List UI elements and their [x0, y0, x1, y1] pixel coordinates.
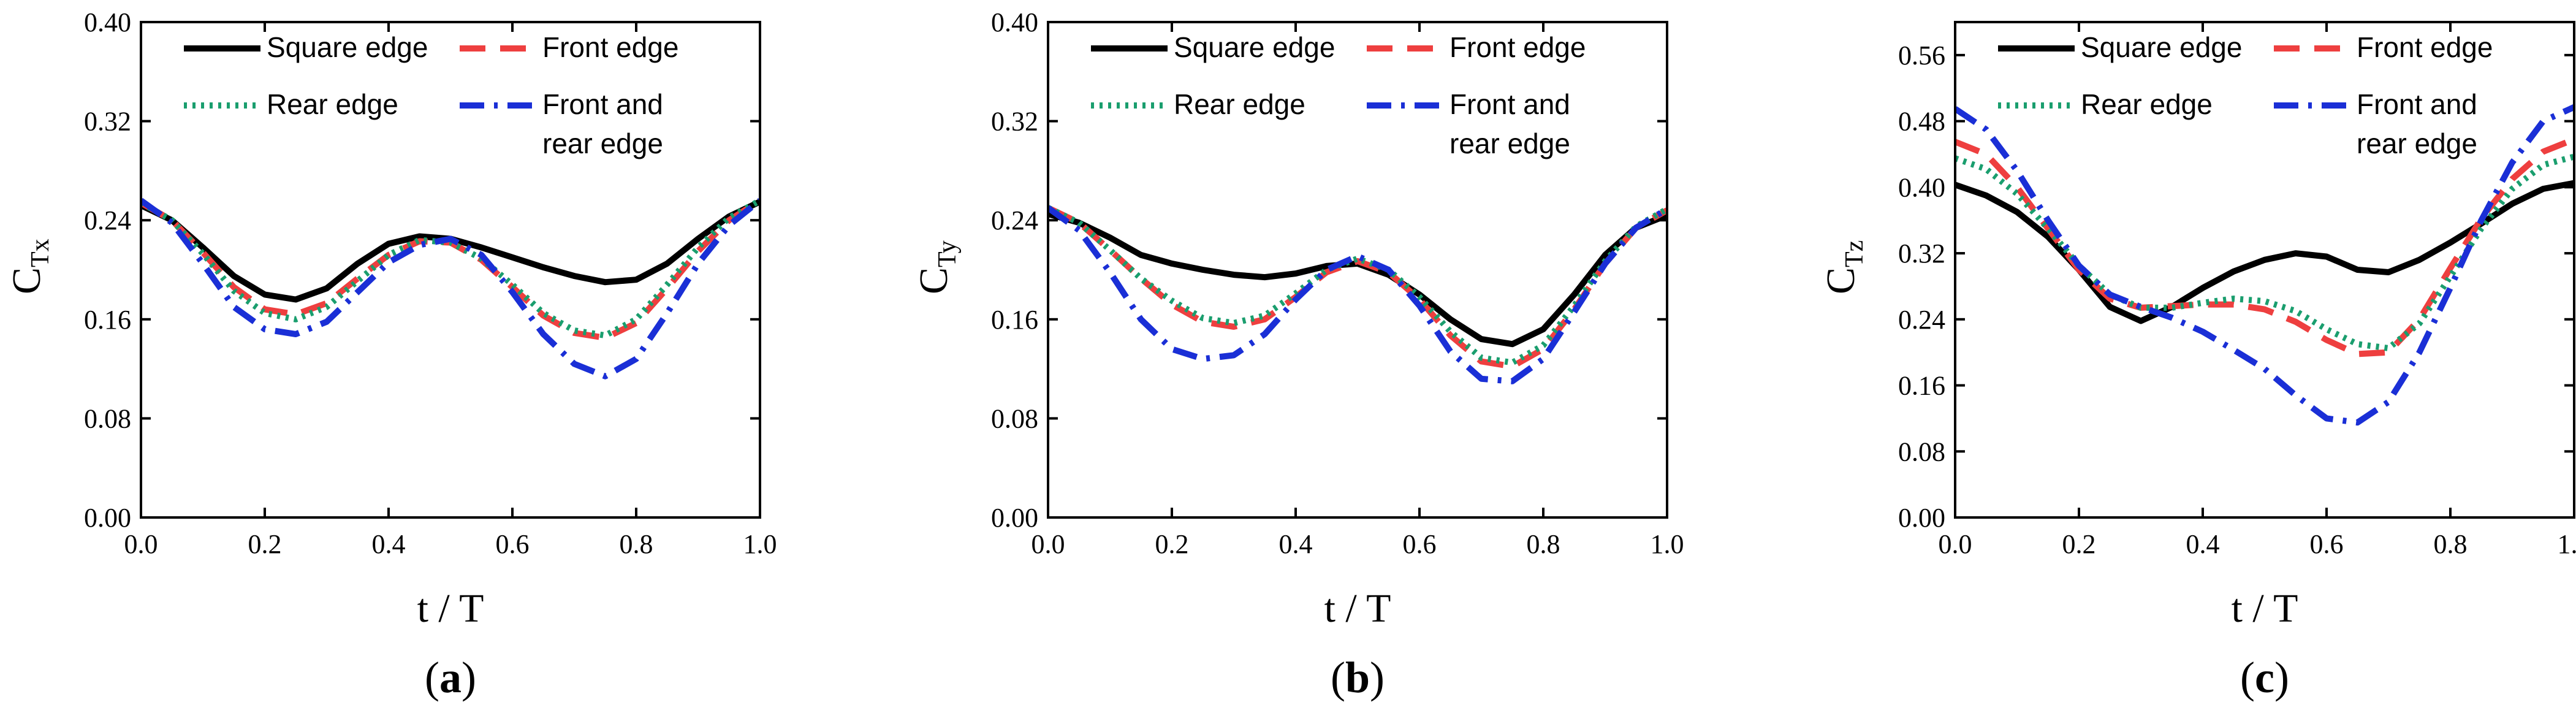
x-tick-label: 0.0 [1939, 529, 1972, 559]
y-tick-label: 0.24 [991, 205, 1038, 235]
series-group [141, 197, 760, 380]
y-tick-label: 0.08 [991, 403, 1038, 433]
x-tick-label: 0.2 [248, 529, 282, 559]
y-tick-label: 0.00 [84, 503, 131, 533]
plot-frame [1954, 21, 2575, 519]
y-axis-title-main: C [911, 267, 956, 294]
y-axis-title: CTy [911, 240, 962, 294]
y-axis-title-sub: Tx [26, 239, 55, 267]
series-line-rear [1955, 153, 2574, 351]
series-line-rear [1048, 205, 1667, 366]
panel-label-letter: c [2255, 653, 2274, 702]
legend-label: Square edge [2081, 31, 2242, 63]
legend-label: Rear edge [2081, 88, 2213, 120]
legend-label: Square edge [267, 31, 428, 63]
x-tick-label: 0.6 [1403, 529, 1437, 559]
legend-label: Front edge [1449, 31, 1586, 63]
y-tick-label: 0.16 [991, 305, 1038, 335]
x-tick-label: 1.0 [2558, 529, 2576, 559]
legend-label: Front edge [542, 31, 678, 63]
plot-frame [1047, 21, 1668, 519]
legend-label: Rear edge [267, 88, 398, 120]
x-tick-label: 0.0 [124, 529, 158, 559]
chart-panel-a: 0.00 0.08 0.16 0.24 0.32 0.40 0.0 0.2 0.4 0.6 0.8 1… [4, 7, 777, 702]
series-line-front [141, 197, 760, 342]
panel-label: (b) [1331, 653, 1385, 702]
legend-label: Front and [2357, 88, 2477, 120]
panel-label-close: ) [2274, 653, 2289, 702]
series-line-square [1955, 180, 2574, 324]
x-tick-label: 0.4 [372, 529, 406, 559]
chart-panel-c: 0.00 0.08 0.16 0.24 0.32 0.40 0.48 0.56 0.0 0.2 0.… [1818, 21, 2576, 702]
panel-label-open: ( [425, 653, 439, 702]
y-axis-title: CTz [1818, 240, 1869, 294]
series-line-front-rear [1955, 104, 2574, 426]
y-tick-label: 0.24 [1898, 305, 1945, 335]
x-tick-label: 0.6 [2310, 529, 2344, 559]
legend-label: Front edge [2357, 31, 2493, 63]
series-group [1048, 205, 1667, 384]
panel-label: (c) [2240, 653, 2289, 702]
series-line-front [1048, 205, 1667, 370]
y-tick-label: 0.00 [1898, 503, 1945, 533]
series-line-front [1955, 136, 2574, 357]
panel-label-close: ) [1370, 653, 1385, 702]
y-tick-label: 0.08 [84, 403, 131, 433]
panel-label: (a) [425, 653, 476, 702]
y-axis-title-main: C [1818, 267, 1863, 294]
panel-label-open: ( [1331, 653, 1345, 702]
legend-label: rear edge [542, 128, 663, 159]
x-tick-label: 1.0 [1651, 529, 1684, 559]
y-tick-label: 0.16 [84, 305, 131, 335]
x-axis-title: t / T [1324, 586, 1391, 631]
series-line-front-rear [1048, 205, 1667, 384]
y-tick-label: 0.32 [1898, 239, 1945, 269]
plot-frame [140, 21, 761, 519]
legend-label: rear edge [2357, 128, 2477, 159]
y-tick-label: 0.40 [84, 7, 131, 37]
x-tick-label: 0.4 [1279, 529, 1313, 559]
y-tick-label: 0.56 [1898, 40, 1945, 71]
x-tick-label: 1.0 [743, 529, 777, 559]
series-group [1955, 104, 2574, 426]
x-axis-title: t / T [2232, 586, 2298, 631]
legend-label: Front and [542, 88, 663, 120]
x-tick-label: 0.8 [1527, 529, 1560, 559]
legend-label: Front and [1449, 88, 1570, 120]
x-tick-label: 0.8 [620, 529, 653, 559]
series-line-square [1048, 211, 1667, 348]
panel-label-close: ) [462, 653, 476, 702]
y-tick-label: 0.08 [1898, 437, 1945, 467]
y-axis-title-main: C [4, 267, 49, 294]
y-tick-label: 0.48 [1898, 107, 1945, 137]
y-tick-label: 0.24 [84, 205, 131, 235]
y-tick-label: 0.16 [1898, 371, 1945, 401]
x-tick-label: 0.6 [496, 529, 530, 559]
legend-label: Square edge [1174, 31, 1335, 63]
series-line-front-rear [141, 197, 760, 380]
panel-label-open: ( [2240, 653, 2255, 702]
y-tick-label: 0.00 [991, 503, 1038, 533]
y-tick-label: 0.32 [84, 107, 131, 137]
y-axis-title: CTx [4, 239, 55, 294]
chart-panel-b: 0.00 0.08 0.16 0.24 0.32 0.40 0.0 0.2 0.4 0.6 0.8 1… [911, 7, 1684, 702]
panel-label-letter: b [1345, 653, 1370, 702]
x-tick-label: 0.8 [2434, 529, 2468, 559]
y-axis-title-sub: Ty [933, 240, 962, 267]
x-axis-title: t / T [417, 586, 484, 631]
y-tick-label: 0.40 [1898, 172, 1945, 202]
legend-label: Rear edge [1174, 88, 1305, 120]
y-tick-label: 0.40 [991, 7, 1038, 37]
legend-label: rear edge [1449, 128, 1570, 159]
y-tick-label: 0.32 [991, 107, 1038, 137]
series-line-rear [141, 197, 760, 339]
x-tick-label: 0.2 [1155, 529, 1189, 559]
y-axis-title-sub: Tz [1841, 240, 1869, 267]
x-tick-label: 0.4 [2186, 529, 2220, 559]
x-tick-label: 0.0 [1032, 529, 1065, 559]
x-tick-label: 0.2 [2062, 529, 2096, 559]
panel-label-letter: a [439, 653, 462, 702]
